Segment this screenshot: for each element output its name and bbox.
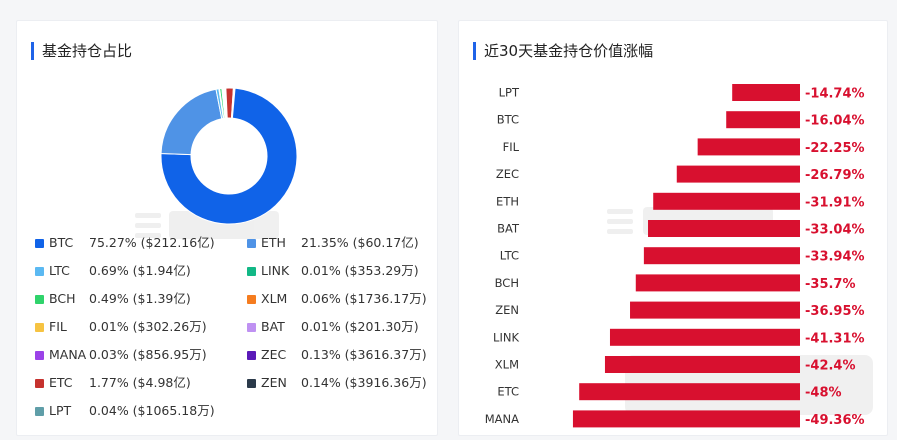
bar-category-label: ETH xyxy=(496,194,519,208)
legend-swatch xyxy=(35,295,44,304)
donut-chart xyxy=(135,87,298,239)
legend-value: 0.13% ($3616.37万) xyxy=(301,347,427,362)
legend-name: MANA xyxy=(49,347,87,362)
legend-value: 0.49% ($1.39亿) xyxy=(89,291,191,306)
bar-category-label: ETC xyxy=(497,385,519,399)
bar-bch[interactable] xyxy=(635,274,800,292)
legend-name: FIL xyxy=(49,319,67,334)
legend-swatch xyxy=(247,267,256,276)
legend-value: 0.69% ($1.94亿) xyxy=(89,263,191,278)
legend-swatch xyxy=(35,407,44,416)
bar-value-label: -41.31% xyxy=(805,331,865,346)
bar-value-label: -48% xyxy=(805,386,842,401)
legend-swatch xyxy=(247,323,256,332)
legend-name: BAT xyxy=(261,319,285,334)
bar-value-label: -49.36% xyxy=(805,413,865,428)
legend-name: XLM xyxy=(261,291,288,306)
legend-name: LPT xyxy=(49,403,72,418)
legend-value: 0.04% ($1065.18万) xyxy=(89,403,215,418)
bar-value-label: -22.25% xyxy=(805,141,865,156)
bar-category-label: FIL xyxy=(503,140,520,154)
legend-name: ETC xyxy=(49,375,73,390)
bar-category-label: ZEN xyxy=(495,303,519,317)
bar-category-label: LTC xyxy=(500,249,519,263)
donut-slice-btc[interactable] xyxy=(160,87,298,225)
bar-fil[interactable] xyxy=(697,138,800,156)
value-change-panel: 近30天基金持仓价值涨幅 LPT -14.74% BTC -16.04% FIL -22.… xyxy=(458,20,888,436)
bar-eth[interactable] xyxy=(653,192,800,210)
bar-value-label: -31.91% xyxy=(805,195,865,210)
bar-value-label: -14.74% xyxy=(805,87,865,102)
bar-etc[interactable] xyxy=(579,383,800,401)
bar-category-label: ZEC xyxy=(496,167,519,181)
bar-category-label: LPT xyxy=(499,86,520,100)
donut-slice-eth[interactable] xyxy=(160,88,223,156)
bar-value-label: -35.7% xyxy=(805,277,856,292)
bar-zen[interactable] xyxy=(630,301,800,319)
bar-category-label: BTC xyxy=(497,113,519,127)
legend-name: ZEC xyxy=(261,347,287,362)
bar-value-label: -42.4% xyxy=(805,359,856,374)
bar-category-label: XLM xyxy=(495,358,519,372)
bar-value-label: -33.04% xyxy=(805,223,865,238)
legend-value: 1.77% ($4.98亿) xyxy=(89,375,191,390)
legend-value: 0.01% ($201.30万) xyxy=(301,319,419,334)
bar-value-label: -26.79% xyxy=(805,168,865,183)
legend-name: BCH xyxy=(49,291,76,306)
bar-category-label: LINK xyxy=(493,330,519,344)
bar-category-label: MANA xyxy=(485,412,519,426)
bar-bat[interactable] xyxy=(648,220,800,237)
bar-category-label: BCH xyxy=(495,276,519,290)
legend-name: BTC xyxy=(49,235,74,250)
bar-btc[interactable] xyxy=(726,111,800,129)
legend-swatch xyxy=(247,379,256,388)
bar-ltc[interactable] xyxy=(643,247,800,265)
legend-swatch xyxy=(247,239,256,248)
bar-link[interactable] xyxy=(609,328,800,346)
holdings-share-title: 基金持仓占比 xyxy=(31,42,132,60)
legend-swatch xyxy=(35,239,44,248)
bar-value-label: -33.94% xyxy=(805,250,865,265)
bar-zec[interactable] xyxy=(676,165,800,183)
legend-swatch xyxy=(35,323,44,332)
bar-chart: LPT -14.74% BTC -16.04% FIL -22.25% ZEC -26.79%… xyxy=(485,84,873,428)
legend-swatch xyxy=(247,351,256,360)
legend-swatch xyxy=(35,379,44,388)
legend-value: 0.06% ($1736.17万) xyxy=(301,291,427,306)
legend-name: ZEN xyxy=(261,375,287,390)
bar-mana[interactable] xyxy=(572,410,800,428)
bar-value-label: -36.95% xyxy=(805,304,865,319)
legend-name: ETH xyxy=(261,235,286,250)
legend-value: 0.01% ($353.29万) xyxy=(301,263,419,278)
legend-value: 0.03% ($856.95万) xyxy=(89,347,207,362)
bar-category-label: BAT xyxy=(497,222,520,236)
legend-value: 75.27% ($212.16亿) xyxy=(89,235,215,250)
legend-name: LTC xyxy=(49,263,70,278)
value-change-title: 近30天基金持仓价值涨幅 xyxy=(473,42,653,60)
legend-value: 0.01% ($302.26万) xyxy=(89,319,207,334)
bar-xlm[interactable] xyxy=(604,356,800,373)
legend-swatch xyxy=(35,351,44,360)
holdings-share-panel: 基金持仓占比 BTC 75.27% ($212.16亿) ETH 21.35% ($6… xyxy=(16,20,438,436)
legend-swatch xyxy=(35,267,44,276)
legend-value: 21.35% ($60.17亿) xyxy=(301,235,419,250)
bar-value-label: -16.04% xyxy=(805,114,865,129)
legend-name: LINK xyxy=(261,263,290,278)
bar-lpt[interactable] xyxy=(732,84,800,101)
legend-value: 0.14% ($3916.36万) xyxy=(301,375,427,390)
donut-slice-lpt[interactable] xyxy=(231,87,236,119)
legend-swatch xyxy=(247,295,256,304)
